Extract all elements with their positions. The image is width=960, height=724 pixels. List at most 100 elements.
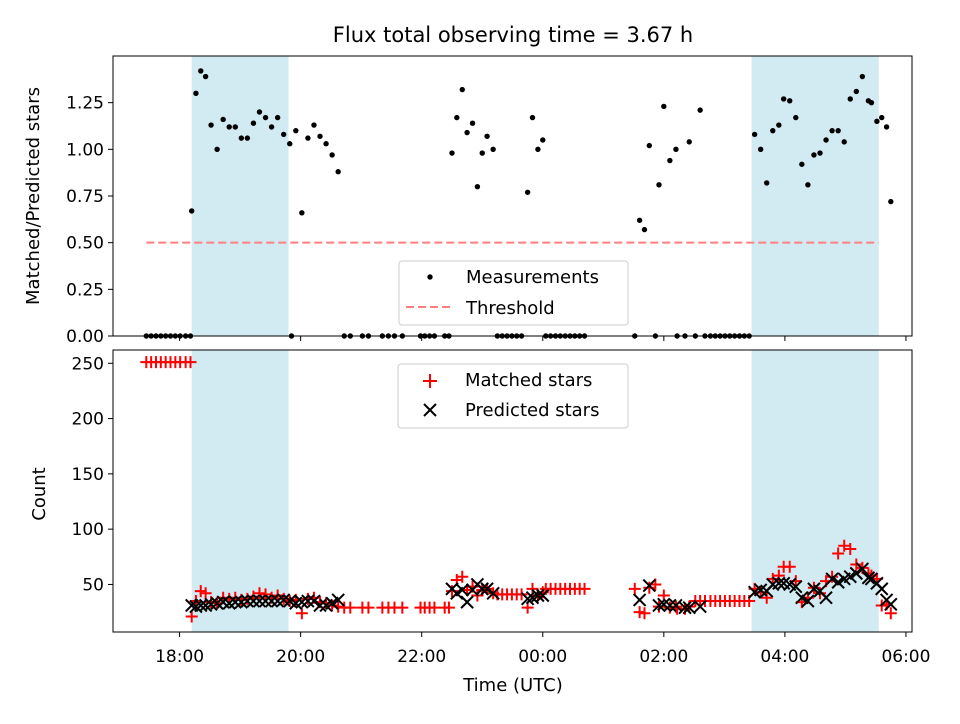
matched-star-point — [295, 607, 308, 620]
matched-star-point — [442, 601, 455, 614]
measurement-point — [311, 122, 317, 128]
predicted-star-point — [228, 595, 242, 609]
measurement-point — [464, 129, 470, 136]
measurement-point — [879, 114, 885, 121]
measurement-point — [220, 116, 226, 123]
bottom-y-tick-label: 100 — [72, 520, 104, 540]
predicted-star-point — [301, 594, 315, 608]
measurement-point — [757, 146, 764, 153]
measurement-point — [188, 208, 195, 214]
measurement-point — [198, 68, 204, 74]
measurement-point — [661, 103, 667, 110]
bottom-y-tick-label: 50 — [82, 575, 104, 595]
top-shaded-regions — [191, 56, 879, 336]
top-shaded-region-1 — [751, 56, 879, 336]
measurement-point — [811, 152, 817, 158]
top-y-axis: 0.00 0.25 0.50 0.75 1.00 1.25 — [66, 94, 113, 347]
legend-predicted-marker — [423, 403, 437, 417]
bottom-x-tick-label: 18:00 — [155, 647, 204, 667]
predicted-star-point — [884, 597, 898, 612]
measurement-point — [250, 120, 257, 126]
measurement-point — [764, 180, 770, 186]
measurement-point — [823, 137, 829, 143]
measurement-point — [454, 114, 460, 121]
measurement-point — [490, 146, 496, 153]
predicted-star-point — [772, 576, 786, 591]
matched-star-point — [628, 582, 641, 595]
legend-measurements-label: Measurements — [466, 267, 599, 288]
measurement-point — [883, 124, 890, 130]
bottom-x-axis: 18:00 20:00 22:00 00:00 02:00 04:00 06:00 — [155, 632, 930, 667]
measurement-point — [208, 122, 214, 128]
matched-star-point — [643, 581, 656, 594]
measurement-point — [667, 157, 673, 164]
top-y-tick-label: 1.00 — [66, 140, 104, 160]
matched-star-point — [515, 588, 528, 601]
predicted-star-point — [455, 583, 469, 597]
bottom-plot-frame — [112, 349, 913, 633]
matched-star-point — [813, 587, 826, 600]
bottom-legend: Matched stars Predicted stars — [397, 363, 629, 429]
measurement-point — [776, 122, 782, 128]
measurement-point — [335, 169, 341, 175]
top-y-tick-label: 0.00 — [66, 327, 104, 347]
predicted-star-markers — [184, 562, 898, 615]
legend-matched-marker — [423, 374, 437, 388]
top-y-tick-label: 0.75 — [66, 187, 104, 207]
measurement-point — [268, 124, 275, 130]
predicted-star-point — [693, 599, 707, 614]
measurement-point — [299, 210, 305, 216]
predicted-star-point — [520, 592, 535, 606]
measurement-point — [799, 161, 805, 167]
predicted-star-point — [240, 594, 255, 608]
matched-star-point — [838, 539, 851, 552]
matched-star-point — [428, 601, 441, 614]
measurement-point — [524, 189, 531, 195]
measurement-point — [459, 86, 465, 93]
measurement-point — [868, 99, 875, 106]
legend-measurements-marker — [427, 274, 433, 280]
bottom-legend-box — [397, 363, 629, 429]
predicted-star-point — [258, 594, 273, 608]
predicted-star-point — [252, 594, 267, 608]
measurement-point — [256, 109, 263, 115]
predicted-star-point — [307, 594, 321, 608]
predicted-star-point — [652, 598, 666, 613]
bottom-y-tick-label: 200 — [72, 410, 104, 430]
measurement-point — [449, 150, 455, 156]
bottom-x-tick-label: 02:00 — [639, 647, 688, 667]
bottom-x-tick-label: 20:00 — [276, 647, 325, 667]
matched-star-point — [766, 572, 779, 585]
measurement-point — [751, 131, 758, 138]
matched-star-point — [884, 607, 897, 620]
predicted-star-point — [819, 591, 833, 605]
measurement-point — [479, 150, 485, 156]
measurement-point — [226, 124, 232, 130]
legend-matched-label: Matched stars — [465, 370, 592, 391]
matched-star-point — [184, 356, 197, 369]
measurement-point — [859, 73, 866, 80]
top-y-tick-label: 0.25 — [66, 280, 104, 300]
matched-star-point — [760, 591, 773, 604]
bottom-x-tick-label: 06:00 — [881, 647, 930, 667]
predicted-star-point — [861, 571, 876, 585]
measurement-point — [293, 127, 299, 134]
matched-star-point — [185, 610, 198, 623]
measurement-point — [787, 98, 793, 104]
bottom-y-axis: 50 100 150 200 250 — [72, 354, 113, 595]
measurement-point — [793, 114, 799, 121]
predicted-star-point — [531, 588, 545, 603]
predicted-star-point — [486, 586, 500, 601]
predicted-star-point — [849, 566, 864, 581]
bottom-x-tick-label: 04:00 — [760, 647, 809, 667]
measurement-point — [535, 146, 541, 153]
predicted-star-point — [475, 582, 489, 596]
top-y-axis-label: Matched/Predicted stars — [23, 87, 44, 305]
matched-star-point — [844, 543, 857, 556]
bottom-y-tick-label: 150 — [72, 465, 104, 485]
measurement-point — [841, 139, 847, 145]
measurement-point — [805, 182, 811, 188]
matched-star-point — [456, 570, 469, 583]
predicted-star-point — [480, 582, 494, 596]
